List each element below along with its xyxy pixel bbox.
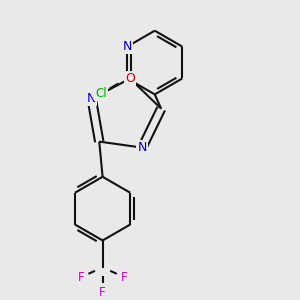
Text: N: N [137,141,147,154]
Text: F: F [99,286,106,299]
Text: Cl: Cl [95,87,107,100]
Text: F: F [121,271,128,284]
Text: O: O [125,72,135,85]
Text: F: F [77,271,84,284]
Text: N: N [87,92,96,105]
Text: N: N [122,40,132,53]
